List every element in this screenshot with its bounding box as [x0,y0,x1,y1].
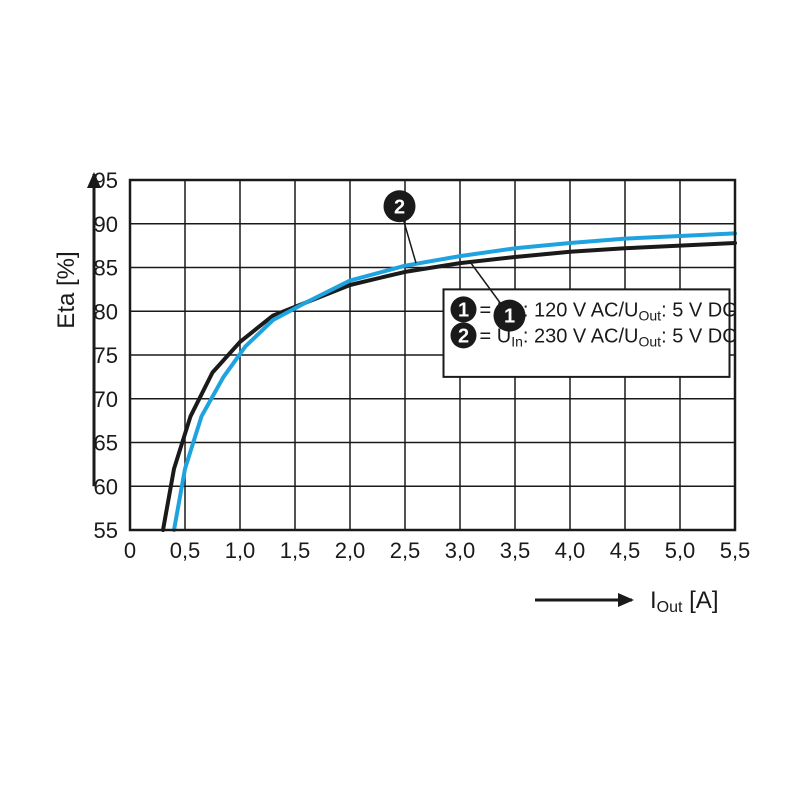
y-tick-label: 60 [94,474,118,499]
x-tick-label: 4,0 [555,538,586,563]
svg-text:1: 1 [458,299,469,321]
x-tick-label: 0 [124,538,136,563]
y-tick-label: 80 [94,299,118,324]
y-tick-label: 65 [94,431,118,456]
x-tick-label: 2,0 [335,538,366,563]
y-tick-label: 85 [94,256,118,281]
y-tick-label: 70 [94,387,118,412]
svg-text:2: 2 [394,196,405,218]
x-tick-label: 1,5 [280,538,311,563]
svg-text:2: 2 [458,325,469,347]
efficiency-chart: 0 0,5 1,0 1,5 2,0 2,5 3,0 3,5 4,0 4,5 5,0 5,5 55 60 65… [50,160,750,640]
x-tick-label: 5,0 [665,538,696,563]
x-tick-label: 3,5 [500,538,531,563]
y-tick-label: 75 [94,343,118,368]
x-tick-label: 2,5 [390,538,421,563]
x-tick-label: 3,0 [445,538,476,563]
chart-svg: 0 0,5 1,0 1,5 2,0 2,5 3,0 3,5 4,0 4,5 5,0 5,5 55 60 65… [50,160,750,640]
svg-text:1: 1 [504,306,515,328]
x-axis-label: IOut [A] [650,587,718,616]
x-tick-label: 4,5 [610,538,641,563]
y-axis-label: Eta [%] [53,251,80,328]
x-tick-label: 5,5 [720,538,750,563]
x-tick-label: 1,0 [225,538,256,563]
x-axis-arrow [618,593,634,607]
y-tick-label: 55 [94,518,118,543]
x-tick-label: 0,5 [170,538,201,563]
y-tick-label: 90 [94,212,118,237]
